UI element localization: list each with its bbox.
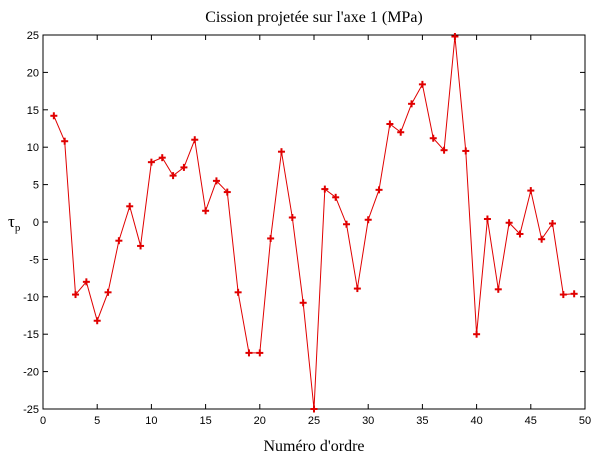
series-line — [53, 36, 575, 410]
data-point-18 — [245, 349, 253, 357]
data-point-41 — [494, 285, 502, 293]
data-point-0 — [50, 112, 58, 120]
data-point-23 — [299, 299, 307, 307]
y-tick-label-4: -5 — [29, 254, 39, 266]
data-point-12 — [180, 163, 188, 171]
data-point-45 — [538, 235, 546, 243]
data-point-19 — [256, 349, 264, 357]
data-point-30 — [375, 186, 383, 194]
data-point-31 — [386, 120, 394, 128]
y-tick-label-6: 5 — [33, 180, 39, 192]
data-point-48 — [570, 290, 578, 298]
y-tick-label-5: 0 — [33, 217, 39, 229]
x-tick-label-1: 5 — [94, 415, 100, 427]
series-markers — [50, 32, 578, 413]
x-tick-label-6: 30 — [362, 415, 374, 427]
data-point-37 — [451, 32, 459, 40]
y-tick-label-3: -10 — [23, 292, 39, 304]
data-point-47 — [559, 291, 567, 299]
data-point-42 — [505, 219, 513, 227]
y-axis-label-sub: p — [15, 222, 21, 234]
data-point-7 — [126, 202, 134, 210]
x-tick-label-3: 15 — [199, 415, 211, 427]
data-point-36 — [440, 146, 448, 154]
data-point-9 — [147, 158, 155, 166]
x-tick-label-5: 25 — [308, 415, 320, 427]
y-tick-label-8: 15 — [27, 105, 39, 117]
y-tick-label-7: 10 — [27, 142, 39, 154]
x-axis-label: Numéro d'ordre — [263, 438, 364, 455]
y-tick-label-9: 20 — [27, 67, 39, 79]
data-point-29 — [364, 216, 372, 224]
y-tick-label-10: 25 — [27, 30, 39, 42]
data-point-4 — [93, 317, 101, 325]
data-point-16 — [223, 188, 231, 196]
data-point-32 — [397, 128, 405, 136]
y-axis: -25 -20 -15 -10 -5 0 5 10 15 20 25 — [23, 30, 585, 416]
x-tick-label-4: 20 — [254, 415, 266, 427]
data-point-22 — [288, 214, 296, 222]
y-axis-label: τp — [8, 212, 21, 234]
data-point-25 — [321, 185, 329, 193]
data-point-46 — [548, 219, 556, 227]
data-point-10 — [158, 154, 166, 162]
data-point-40 — [483, 215, 491, 223]
data-point-34 — [418, 80, 426, 88]
data-point-17 — [234, 288, 242, 296]
data-point-43 — [516, 230, 524, 238]
data-point-1 — [61, 137, 69, 145]
data-point-24 — [310, 405, 318, 413]
data-point-27 — [343, 220, 351, 228]
data-point-14 — [202, 207, 210, 215]
data-point-38 — [462, 147, 470, 155]
data-point-8 — [137, 242, 145, 250]
data-point-3 — [82, 278, 90, 286]
x-tick-label-2: 10 — [145, 415, 157, 427]
x-tick-label-8: 40 — [470, 415, 482, 427]
y-tick-label-2: -15 — [23, 329, 39, 341]
data-point-6 — [115, 237, 123, 245]
data-point-5 — [104, 288, 112, 296]
x-tick-label-10: 50 — [579, 415, 591, 427]
data-point-21 — [277, 148, 285, 156]
y-tick-label-1: -20 — [23, 367, 39, 379]
x-tick-label-7: 35 — [416, 415, 428, 427]
x-tick-label-0: 0 — [40, 415, 46, 427]
data-point-13 — [191, 136, 199, 144]
data-point-35 — [429, 134, 437, 142]
data-point-26 — [332, 193, 340, 201]
x-tick-label-9: 45 — [525, 415, 537, 427]
data-point-44 — [527, 187, 535, 195]
data-point-28 — [353, 285, 361, 293]
data-point-2 — [72, 291, 80, 299]
data-point-15 — [212, 177, 220, 185]
y-axis-label-main: τ — [8, 212, 15, 231]
x-axis: 0 5 10 15 20 25 30 35 40 45 50 — [40, 35, 591, 427]
data-point-33 — [408, 100, 416, 108]
chart-title: Cission projetée sur l'axe 1 (MPa) — [205, 9, 423, 26]
data-point-39 — [473, 330, 481, 338]
data-point-20 — [267, 234, 275, 242]
y-tick-label-0: -25 — [23, 404, 39, 416]
data-point-11 — [169, 172, 177, 180]
